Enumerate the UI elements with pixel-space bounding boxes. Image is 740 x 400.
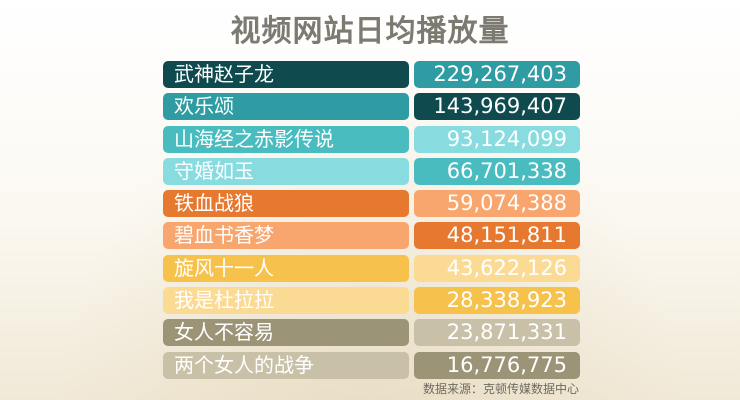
daily-plays-value-cell: 43,622,126 [414,254,580,282]
table-row: 碧血书香梦 48,151,811 [163,222,580,250]
daily-plays-value-cell: 93,124,099 [414,125,580,153]
ranking-table: 武神赵子龙 229,267,403 欢乐颂 143,969,407 山海经之赤影传说 93… [163,61,580,384]
daily-plays-value-cell: 59,074,388 [414,190,580,218]
daily-plays-value-cell: 28,338,923 [414,287,580,315]
table-row: 旋风十一人 43,622,126 [163,254,580,282]
drama-name-cell: 武神赵子龙 [163,61,409,88]
drama-name-cell: 我是杜拉拉 [163,287,409,315]
table-row: 守婚如玉 66,701,338 [163,157,580,185]
drama-name-cell: 女人不容易 [163,319,409,347]
drama-name-cell: 欢乐颂 [163,93,409,121]
daily-plays-value-cell: 16,776,775 [414,351,580,379]
drama-name-cell: 两个女人的战争 [163,351,409,379]
table-row: 武神赵子龙 229,267,403 [163,61,580,88]
daily-plays-value-cell: 66,701,338 [414,157,580,185]
table-row: 女人不容易 23,871,331 [163,319,580,347]
table-row: 两个女人的战争 16,776,775 [163,351,580,379]
daily-plays-value-cell: 48,151,811 [414,222,580,250]
daily-plays-value-cell: 229,267,403 [414,61,580,88]
chart-title: 视频网站日均播放量 [230,14,510,49]
daily-plays-value-cell: 23,871,331 [414,319,580,347]
daily-plays-value-cell: 143,969,407 [414,93,580,121]
table-row: 山海经之赤影传说 93,124,099 [163,125,580,153]
table-row: 我是杜拉拉 28,338,923 [163,287,580,315]
drama-name-cell: 山海经之赤影传说 [163,125,409,153]
drama-name-cell: 守婚如玉 [163,157,409,185]
table-row: 铁血战狼 59,074,388 [163,190,580,218]
data-source-note: 数据来源：克顿传媒数据中心 [422,382,579,396]
drama-name-cell: 碧血书香梦 [163,222,409,250]
drama-name-cell: 铁血战狼 [163,190,409,218]
table-row: 欢乐颂 143,969,407 [163,93,580,121]
drama-name-cell: 旋风十一人 [163,254,409,282]
